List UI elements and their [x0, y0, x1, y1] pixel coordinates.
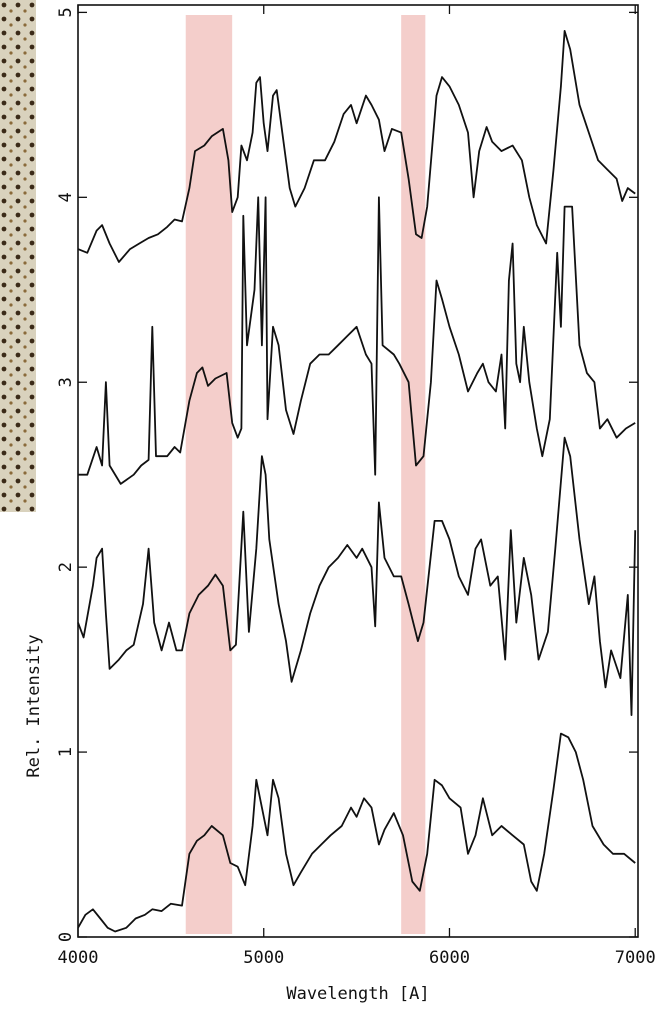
y-tick-label: 0	[56, 932, 76, 942]
y-tick-label: 2	[56, 562, 76, 572]
highlight-band	[185, 15, 233, 934]
y-tick-label: 4	[56, 192, 76, 202]
spectrum-line	[78, 196, 636, 485]
x-tick-label: 6000	[429, 948, 470, 968]
plot-frame	[77, 4, 639, 938]
x-tick-label: 7000	[615, 948, 656, 968]
highlight-bands	[185, 15, 426, 934]
x-axis-label: Wavelength [A]	[286, 984, 429, 1004]
spectrum-line	[77, 30, 636, 263]
y-axis-label: Rel. Intensity	[24, 634, 44, 777]
highlight-band	[401, 15, 426, 934]
y-tick-label: 5	[56, 7, 76, 17]
x-tick-label: 4000	[58, 948, 99, 968]
y-tick-label: 1	[56, 747, 76, 757]
x-tick-label: 5000	[243, 948, 284, 968]
y-tick-label: 3	[56, 377, 76, 387]
photo-strip	[0, 0, 36, 512]
spectrum-line	[77, 436, 637, 716]
spectrum-line	[77, 732, 636, 933]
